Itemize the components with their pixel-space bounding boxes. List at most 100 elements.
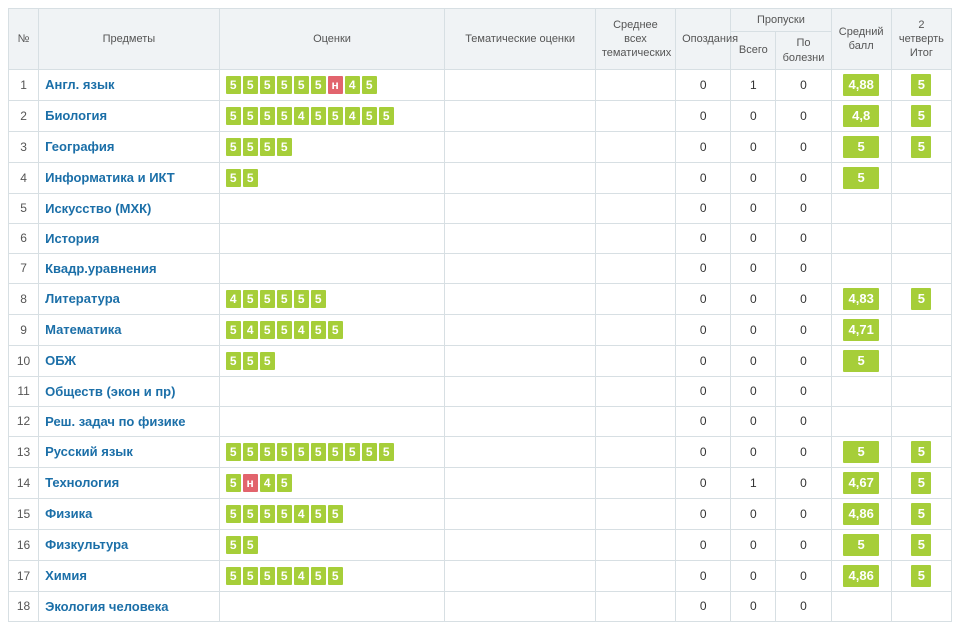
subject-link[interactable]: Физика bbox=[39, 498, 220, 529]
row-number: 13 bbox=[9, 436, 39, 467]
grade-badge: 5 bbox=[294, 443, 309, 461]
subject-link[interactable]: Англ. язык bbox=[39, 69, 220, 100]
subject-link[interactable]: Квадр.уравнения bbox=[39, 253, 220, 283]
subject-link[interactable]: Литература bbox=[39, 283, 220, 314]
grade-badge: 5 bbox=[243, 290, 258, 308]
avg-thematic-cell bbox=[595, 100, 675, 131]
avg-score-cell: 5 bbox=[831, 162, 891, 193]
grade-badge: 5 bbox=[328, 321, 343, 339]
itog-cell bbox=[891, 591, 951, 621]
row-number: 16 bbox=[9, 529, 39, 560]
avg-score-cell: 5 bbox=[831, 131, 891, 162]
grade-badge: 4 bbox=[294, 567, 309, 585]
th-avg-thematic: Среднее всех тематических bbox=[595, 9, 675, 70]
absences-illness-cell: 0 bbox=[776, 376, 831, 406]
thematic-cell bbox=[445, 162, 595, 193]
absences-total-cell: 0 bbox=[731, 162, 776, 193]
subject-link[interactable]: Математика bbox=[39, 314, 220, 345]
absences-total-cell: 0 bbox=[731, 131, 776, 162]
itog-badge: 5 bbox=[911, 105, 931, 127]
row-number: 12 bbox=[9, 406, 39, 436]
thematic-cell bbox=[445, 591, 595, 621]
subject-link[interactable]: Обществ (экон и пр) bbox=[39, 376, 220, 406]
grade-badge: 5 bbox=[260, 505, 275, 523]
avg-badge: 4,88 bbox=[843, 74, 879, 96]
grade-badge: 5 bbox=[260, 567, 275, 585]
subject-link[interactable]: Экология человека bbox=[39, 591, 220, 621]
grade-badge: 5 bbox=[277, 290, 292, 308]
itog-cell bbox=[891, 162, 951, 193]
grade-badge: 5 bbox=[243, 169, 258, 187]
subject-link[interactable]: География bbox=[39, 131, 220, 162]
absences-total-cell: 0 bbox=[731, 529, 776, 560]
subject-link[interactable]: Биология bbox=[39, 100, 220, 131]
itog-cell: 5 bbox=[891, 131, 951, 162]
grade-badge: 5 bbox=[226, 536, 241, 554]
grade-badge: 5 bbox=[328, 443, 343, 461]
avg-badge: 5 bbox=[843, 167, 879, 189]
subject-link[interactable]: Физкультура bbox=[39, 529, 220, 560]
subject-link[interactable]: Технология bbox=[39, 467, 220, 498]
grade-badge: 5 bbox=[243, 443, 258, 461]
grade-badge: 5 bbox=[243, 352, 258, 370]
grade-badge: 4 bbox=[243, 321, 258, 339]
row-number: 14 bbox=[9, 467, 39, 498]
thematic-cell bbox=[445, 283, 595, 314]
absences-total-cell: 0 bbox=[731, 283, 776, 314]
avg-badge: 5 bbox=[843, 441, 879, 463]
avg-thematic-cell bbox=[595, 314, 675, 345]
absences-total-cell: 0 bbox=[731, 376, 776, 406]
lateness-cell: 0 bbox=[676, 376, 731, 406]
grade-badge: 5 bbox=[226, 567, 241, 585]
grade-badge: 5 bbox=[243, 107, 258, 125]
subject-link[interactable]: Реш. задач по физике bbox=[39, 406, 220, 436]
table-row: 3География555500055 bbox=[9, 131, 952, 162]
grades-cell: 5н45 bbox=[219, 467, 445, 498]
absences-illness-cell: 0 bbox=[776, 253, 831, 283]
avg-thematic-cell bbox=[595, 436, 675, 467]
avg-score-cell bbox=[831, 406, 891, 436]
subject-link[interactable]: Информатика и ИКТ bbox=[39, 162, 220, 193]
thematic-cell bbox=[445, 376, 595, 406]
grade-badge: 5 bbox=[345, 443, 360, 461]
grade-badge: 5 bbox=[260, 138, 275, 156]
grade-badge: 5 bbox=[277, 474, 292, 492]
grades-cell: 55 bbox=[219, 162, 445, 193]
grades-cell: 555555н45 bbox=[219, 69, 445, 100]
row-number: 15 bbox=[9, 498, 39, 529]
absences-total-cell: 0 bbox=[731, 253, 776, 283]
row-number: 6 bbox=[9, 223, 39, 253]
avg-badge: 5 bbox=[843, 136, 879, 158]
row-number: 18 bbox=[9, 591, 39, 621]
absences-total-cell: 0 bbox=[731, 314, 776, 345]
subject-link[interactable]: Искусство (МХК) bbox=[39, 193, 220, 223]
grades-cell bbox=[219, 376, 445, 406]
grade-badge: 5 bbox=[260, 443, 275, 461]
avg-thematic-cell bbox=[595, 529, 675, 560]
subject-link[interactable]: История bbox=[39, 223, 220, 253]
th-subjects: Предметы bbox=[39, 9, 220, 70]
absences-illness-cell: 0 bbox=[776, 100, 831, 131]
table-row: 6История000 bbox=[9, 223, 952, 253]
avg-badge: 4,83 bbox=[843, 288, 879, 310]
subject-link[interactable]: ОБЖ bbox=[39, 345, 220, 376]
itog-cell bbox=[891, 376, 951, 406]
subject-link[interactable]: Русский язык bbox=[39, 436, 220, 467]
absences-illness-cell: 0 bbox=[776, 467, 831, 498]
absences-total-cell: 0 bbox=[731, 193, 776, 223]
lateness-cell: 0 bbox=[676, 560, 731, 591]
itog-badge: 5 bbox=[911, 534, 931, 556]
subject-link[interactable]: Химия bbox=[39, 560, 220, 591]
lateness-cell: 0 bbox=[676, 498, 731, 529]
grade-badge: 5 bbox=[260, 76, 275, 94]
grade-badge: 5 bbox=[243, 505, 258, 523]
grade-badge: 5 bbox=[311, 76, 326, 94]
lateness-cell: 0 bbox=[676, 100, 731, 131]
thematic-cell bbox=[445, 69, 595, 100]
grade-badge: 5 bbox=[311, 290, 326, 308]
avg-score-cell bbox=[831, 193, 891, 223]
grade-badge: 5 bbox=[362, 443, 377, 461]
absences-illness-cell: 0 bbox=[776, 314, 831, 345]
grade-badge: 5 bbox=[226, 443, 241, 461]
avg-score-cell bbox=[831, 253, 891, 283]
